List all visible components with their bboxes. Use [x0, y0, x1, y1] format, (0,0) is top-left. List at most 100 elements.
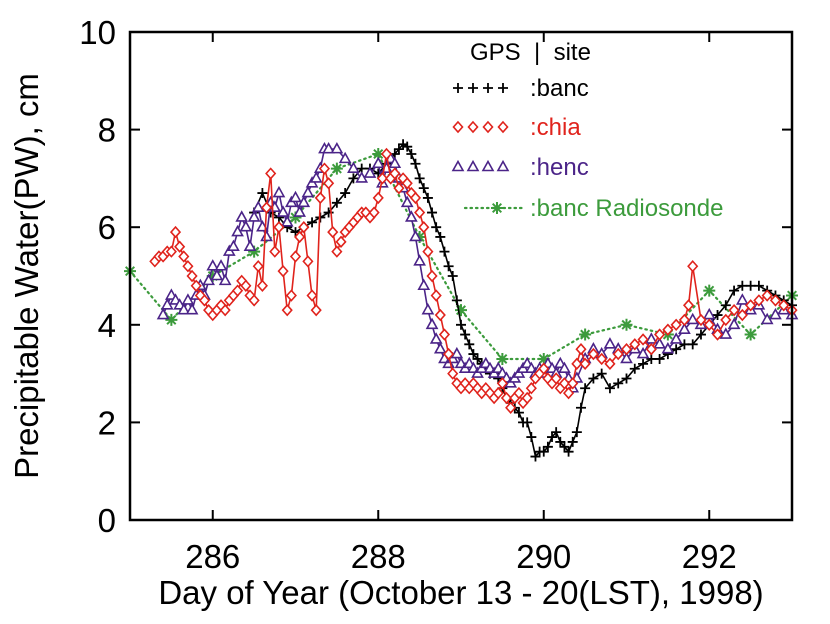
data-point: [433, 342, 447, 354]
data-point: [695, 313, 707, 327]
legend-label: :chia: [530, 114, 581, 141]
series-henc: [156, 141, 799, 393]
data-point: [753, 280, 764, 291]
data-point: [414, 206, 426, 219]
data-point: [276, 205, 290, 217]
data-point: [156, 307, 170, 320]
data-point: [281, 303, 293, 317]
data-point: [703, 284, 716, 297]
data-point: [293, 205, 306, 217]
data-point: [273, 221, 285, 234]
data-point: [190, 279, 202, 292]
data-point: [248, 294, 260, 307]
data-point: [174, 240, 186, 253]
x-tick-label: 290: [516, 538, 571, 575]
data-point: [363, 166, 377, 178]
data-point: [638, 358, 649, 369]
legend-entry: :henc: [451, 154, 589, 181]
data-point: [703, 318, 715, 331]
data-point: [285, 289, 297, 302]
data-point: [435, 231, 446, 242]
data-point: [376, 172, 388, 185]
data-point: [496, 377, 508, 390]
legend-marker: [491, 202, 503, 214]
y-tick-label: 10: [79, 14, 116, 51]
data-point: [460, 329, 471, 340]
data-point: [496, 352, 509, 365]
data-point: [269, 245, 281, 258]
data-point: [247, 210, 261, 222]
data-point: [644, 332, 658, 344]
data-point: [178, 250, 190, 263]
data-point: [214, 259, 228, 271]
data-point: [289, 211, 302, 224]
data-point: [240, 279, 252, 292]
data-point: [778, 299, 790, 312]
data-point: [251, 200, 265, 212]
data-point: [728, 303, 740, 317]
data-point: [671, 344, 682, 355]
data-point: [402, 141, 413, 152]
data-point: [537, 352, 550, 365]
data-point: [389, 167, 401, 180]
data-point: [289, 190, 302, 203]
data-point: [456, 319, 466, 330]
data-point: [455, 304, 467, 317]
data-point: [447, 367, 459, 380]
data-point: [443, 347, 455, 361]
legend-header: GPS | site: [470, 39, 591, 66]
data-point: [513, 407, 524, 418]
y-tick-label: 4: [98, 307, 116, 344]
data-point: [736, 308, 748, 322]
data-point: [542, 441, 553, 452]
data-point: [587, 347, 599, 361]
data-point: [558, 361, 571, 374]
data-point: [575, 402, 586, 413]
data-point: [404, 210, 418, 222]
data-point: [612, 347, 624, 361]
data-point: [695, 329, 706, 340]
legend-marker: [497, 120, 509, 134]
legend-label: :henc: [530, 154, 589, 181]
data-point: [388, 156, 402, 169]
data-point: [678, 313, 691, 327]
data-point: [662, 323, 674, 336]
series-banc: [249, 139, 797, 462]
data-point: [298, 221, 310, 234]
legend-marker: [468, 83, 478, 93]
data-point: [575, 343, 587, 356]
data-point: [550, 372, 562, 385]
data-point: [206, 270, 219, 282]
data-point: [513, 386, 525, 400]
data-point: [327, 225, 339, 239]
legend-marker: [481, 159, 495, 172]
data-point: [348, 173, 359, 184]
data-point: [604, 357, 616, 371]
data-point: [735, 293, 749, 305]
data-point: [571, 357, 583, 371]
data-point: [260, 229, 273, 242]
data-point: [712, 310, 723, 321]
data-point: [687, 260, 699, 273]
data-point: [368, 206, 380, 219]
data-point: [331, 197, 342, 208]
data-point: [702, 307, 716, 320]
data-point: [682, 299, 695, 312]
data-point: [431, 222, 442, 233]
data-point: [227, 239, 240, 252]
data-point: [422, 192, 433, 203]
data-point: [562, 386, 575, 400]
data-point: [297, 195, 311, 208]
data-point: [231, 284, 244, 297]
y-tick-label: 6: [98, 209, 116, 246]
data-point: [620, 351, 633, 364]
data-point: [182, 260, 194, 273]
data-point: [413, 230, 426, 243]
legend-marker: [453, 83, 463, 93]
data-point: [686, 312, 700, 325]
legend-entry: :chia: [452, 114, 581, 141]
data-point: [464, 339, 475, 350]
data-point: [169, 225, 182, 239]
data-point: [235, 210, 249, 222]
